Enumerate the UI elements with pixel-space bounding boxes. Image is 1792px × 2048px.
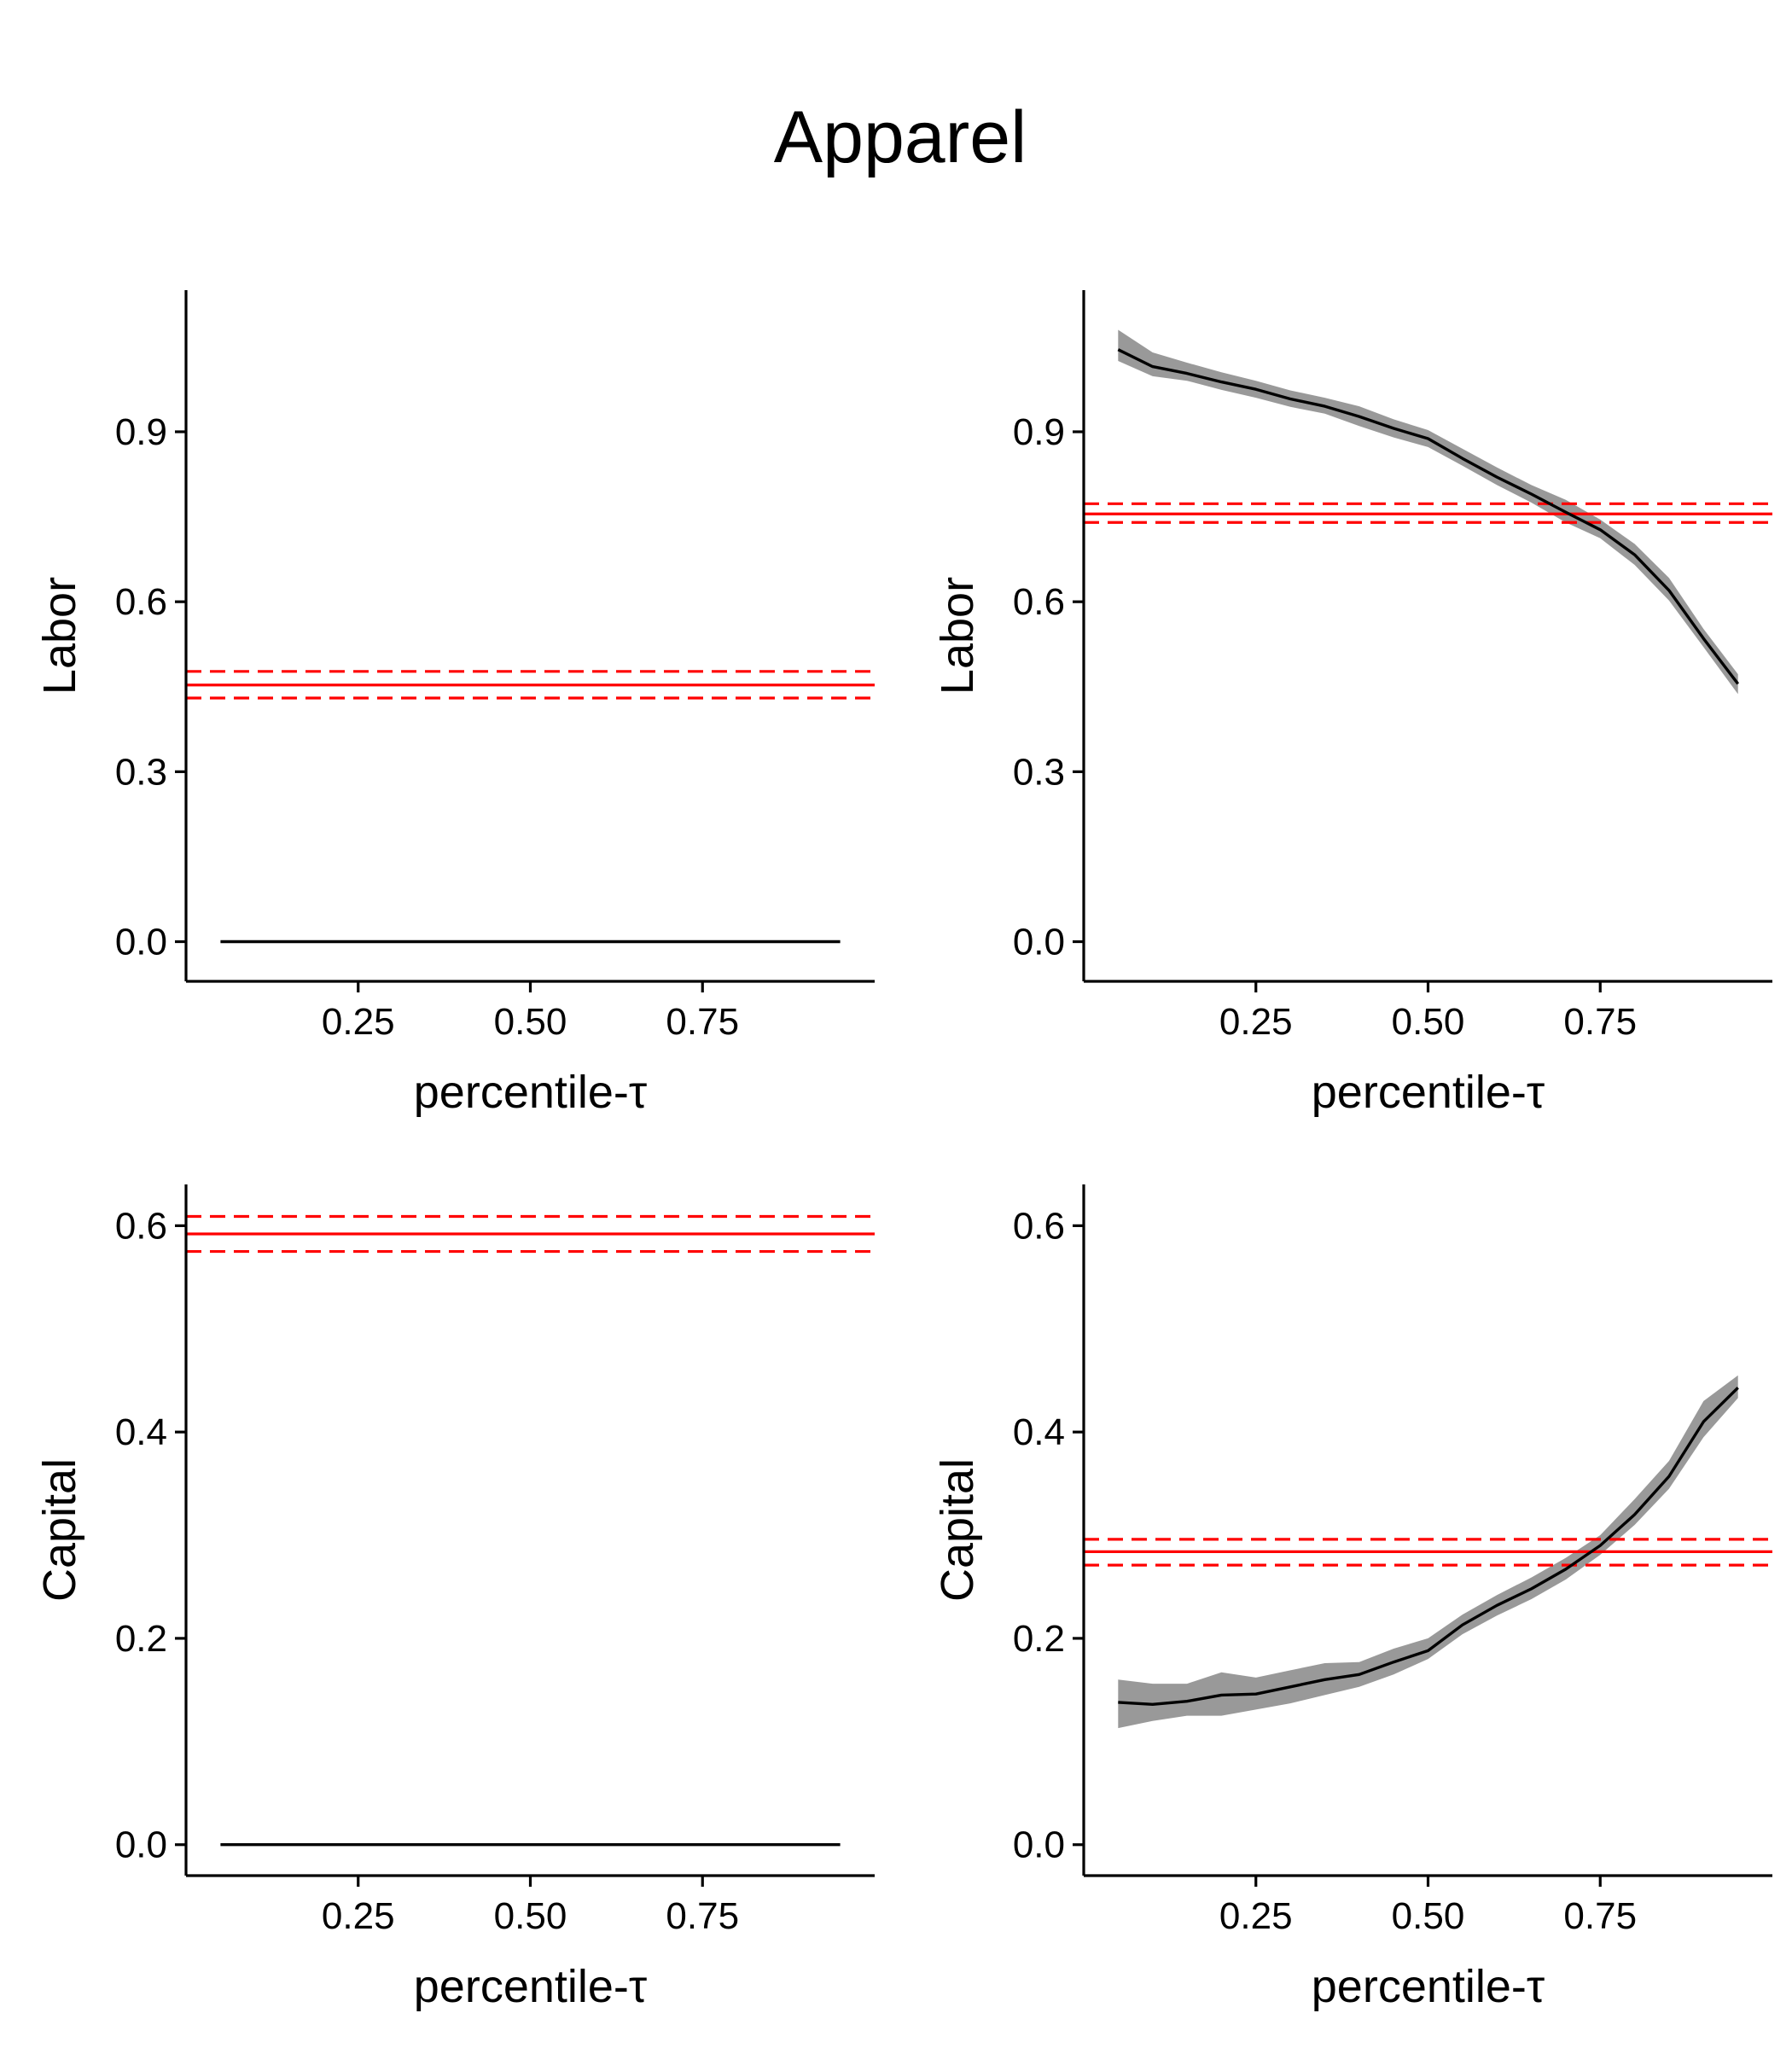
y-tick-label: 0.6 xyxy=(1013,1205,1065,1247)
y-tick-label: 0.9 xyxy=(1013,411,1065,453)
x-tick-label: 0.25 xyxy=(1219,1895,1293,1937)
chart-title: Apparel xyxy=(774,96,1027,178)
y-tick-label: 0.2 xyxy=(115,1618,167,1660)
y-tick-label: 0.6 xyxy=(1013,581,1065,623)
x-axis-label: percentile-τ xyxy=(414,1961,647,2012)
panel-bottom-right: 0.25 0.50 0.75 0.0 0.2 0.4 0.6 percentile-τ Capi… xyxy=(932,1184,1772,2012)
x-tick-label: 0.75 xyxy=(666,1001,739,1043)
y-tick-label: 0.2 xyxy=(1013,1618,1065,1660)
x-tick-label: 0.50 xyxy=(1392,1895,1465,1937)
panel-bottom-left: 0.25 0.50 0.75 0.0 0.2 0.4 0.6 percentile-τ Capi… xyxy=(34,1184,875,2012)
y-axis-label: Labor xyxy=(34,577,85,695)
y-tick-label: 0.0 xyxy=(1013,1824,1065,1866)
x-tick-label: 0.50 xyxy=(494,1001,567,1043)
y-axis-label: Labor xyxy=(932,577,983,695)
x-tick-label: 0.75 xyxy=(1563,1001,1637,1043)
y-axis-label: Capital xyxy=(932,1458,983,1602)
y-tick-label: 0.6 xyxy=(115,581,167,623)
y-tick-label: 0.4 xyxy=(1013,1411,1065,1453)
confidence-band xyxy=(1118,329,1738,695)
series-line xyxy=(1118,1386,1739,1707)
x-tick-label: 0.25 xyxy=(322,1895,395,1937)
x-tick-label: 0.75 xyxy=(1563,1895,1637,1937)
panel-top-right: 0.25 0.50 0.75 0.0 0.3 0.6 0.9 percentile-τ Labo… xyxy=(932,290,1772,1118)
x-tick-label: 0.50 xyxy=(1392,1001,1465,1043)
y-tick-label: 0.3 xyxy=(1013,751,1065,793)
series-line xyxy=(1117,348,1740,685)
panel-top-left: 0.25 0.50 0.75 0.0 0.3 0.6 0.9 percentile-τ Labo… xyxy=(34,290,875,1118)
confidence-band xyxy=(1118,1375,1738,1729)
y-tick-label: 0.6 xyxy=(115,1205,167,1247)
x-axis-label: percentile-τ xyxy=(414,1067,647,1118)
x-tick-label: 0.75 xyxy=(666,1895,739,1937)
y-tick-label: 0.0 xyxy=(115,922,167,963)
y-tick-label: 0.4 xyxy=(115,1411,167,1453)
x-axis-label: percentile-τ xyxy=(1312,1961,1545,2012)
x-axis-label: percentile-τ xyxy=(1312,1067,1545,1118)
x-tick-label: 0.25 xyxy=(322,1001,395,1043)
y-tick-label: 0.3 xyxy=(115,751,167,793)
x-tick-label: 0.25 xyxy=(1219,1001,1293,1043)
y-tick-label: 0.0 xyxy=(1013,922,1065,963)
y-tick-label: 0.0 xyxy=(115,1824,167,1866)
y-tick-label: 0.9 xyxy=(115,411,167,453)
y-axis-label: Capital xyxy=(34,1458,85,1602)
x-tick-label: 0.50 xyxy=(494,1895,567,1937)
